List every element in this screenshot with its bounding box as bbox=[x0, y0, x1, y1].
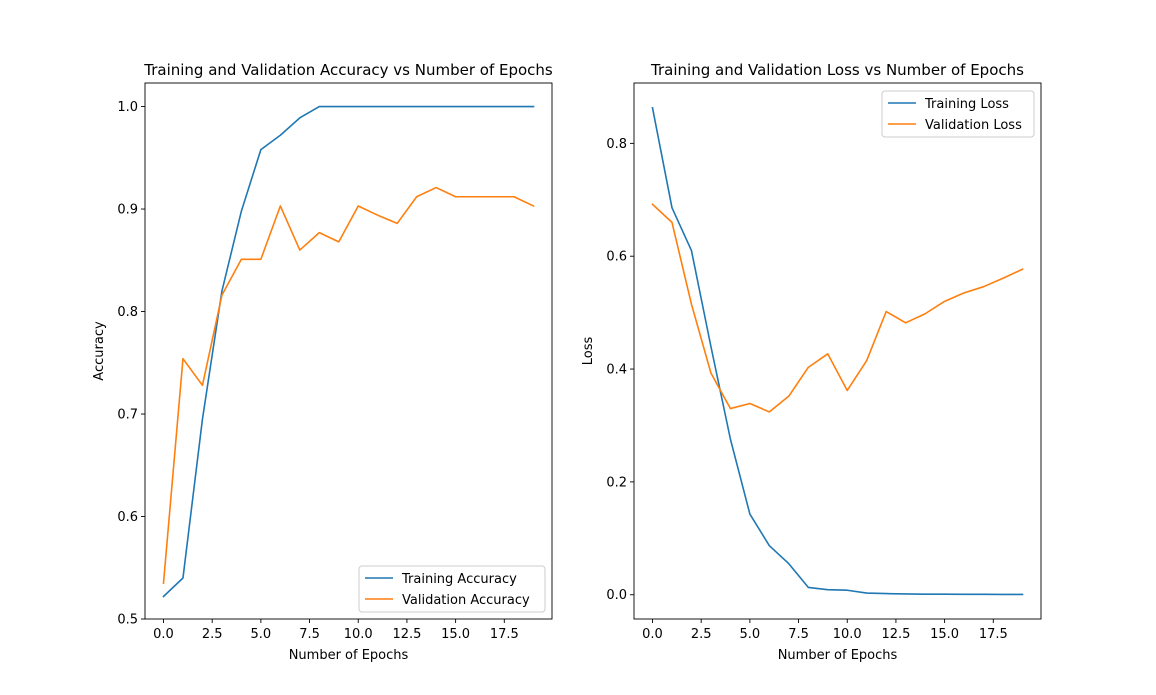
y-tick-label: 0.0 bbox=[606, 588, 627, 603]
y-tick-label: 1.0 bbox=[117, 100, 138, 115]
x-tick-label: 12.5 bbox=[392, 627, 421, 642]
chart-panel-1: 0.0 2.5 5.0 7.5 10.0 12.5 15.0 17.5 0.0 0.2 0.4 0.6… bbox=[581, 61, 1042, 663]
series-line-validation bbox=[162, 186, 535, 584]
legend-label-training: Training Accuracy bbox=[401, 572, 517, 587]
x-tick-label: 2.5 bbox=[691, 627, 712, 642]
x-tick-label: 0.0 bbox=[642, 627, 663, 642]
y-tick-label: 0.8 bbox=[117, 305, 138, 320]
x-tick-label: 10.0 bbox=[833, 627, 862, 642]
y-tick-label: 0.2 bbox=[606, 475, 627, 490]
y-tick-label: 0.7 bbox=[117, 408, 138, 423]
y-axis-label: Accuracy bbox=[92, 321, 107, 381]
x-tick-label: 7.5 bbox=[788, 627, 809, 642]
x-tick-label: 5.0 bbox=[251, 627, 272, 642]
chart-title: Training and Validation Loss vs Number o… bbox=[650, 61, 1024, 79]
legend: Training Loss Validation Loss bbox=[881, 90, 1035, 138]
x-tick-label: 12.5 bbox=[881, 627, 910, 642]
series-line-training bbox=[162, 105, 535, 598]
y-tick-label: 0.6 bbox=[606, 250, 627, 265]
x-tick-label: 7.5 bbox=[299, 627, 320, 642]
x-axis-label: Number of Epochs bbox=[289, 648, 409, 663]
x-tick-label: 17.5 bbox=[979, 627, 1008, 642]
chart-panel-0: 0.0 2.5 5.0 7.5 10.0 12.5 15.0 17.5 0.5 0.6 0.7 0.8… bbox=[92, 61, 553, 663]
legend: Training Accuracy Validation Accuracy bbox=[358, 565, 546, 613]
y-tick-label: 0.4 bbox=[606, 363, 627, 378]
y-axis-label: Loss bbox=[581, 337, 596, 366]
legend-box bbox=[358, 565, 546, 613]
legend-label-training: Training Loss bbox=[924, 97, 1009, 112]
legend-label-validation: Validation Accuracy bbox=[402, 593, 530, 608]
axes-frame bbox=[144, 82, 553, 620]
axes-frame bbox=[633, 82, 1042, 620]
series-line-training bbox=[651, 106, 1024, 596]
x-tick-label: 17.5 bbox=[490, 627, 519, 642]
x-tick-label: 10.0 bbox=[344, 627, 373, 642]
series-line-validation bbox=[651, 203, 1024, 413]
x-tick-label: 15.0 bbox=[441, 627, 470, 642]
x-tick-label: 5.0 bbox=[740, 627, 761, 642]
x-tick-label: 0.0 bbox=[153, 627, 174, 642]
legend-label-validation: Validation Loss bbox=[925, 118, 1022, 133]
y-tick-label: 0.9 bbox=[117, 203, 138, 218]
x-tick-label: 15.0 bbox=[930, 627, 959, 642]
x-axis-label: Number of Epochs bbox=[778, 648, 898, 663]
y-tick-label: 0.6 bbox=[117, 510, 138, 525]
chart-title: Training and Validation Accuracy vs Numb… bbox=[143, 61, 553, 79]
x-tick-label: 2.5 bbox=[202, 627, 223, 642]
y-tick-label: 0.8 bbox=[606, 137, 627, 152]
legend-box bbox=[881, 90, 1035, 138]
y-tick-label: 0.5 bbox=[117, 613, 138, 628]
